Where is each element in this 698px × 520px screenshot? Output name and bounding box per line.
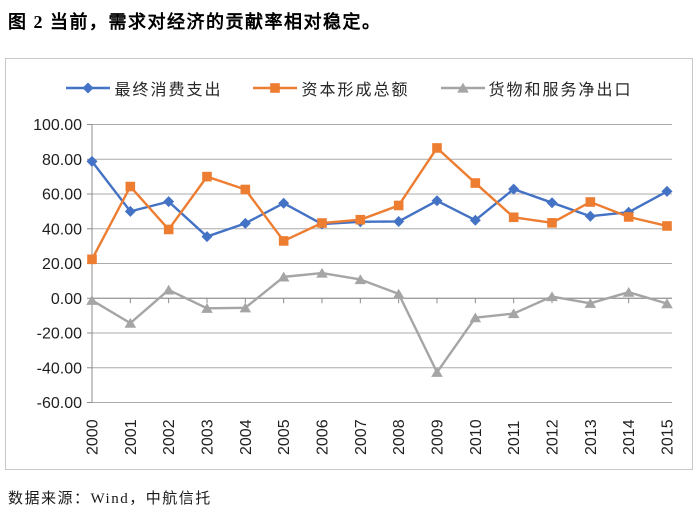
legend-marker [270, 83, 281, 93]
series-marker-0 [661, 185, 673, 197]
figure-title: 图 2 当前，需求对经济的贡献率相对稳定。 [8, 12, 382, 32]
series-marker-2 [124, 317, 137, 328]
series-marker-0 [469, 214, 481, 226]
series-marker-2 [507, 308, 520, 319]
series-marker-2 [277, 271, 290, 282]
y-axis-label: -60.00 [37, 395, 82, 412]
series-marker-1 [240, 184, 251, 195]
x-axis-label: 2005 [276, 419, 293, 455]
legend-marker [82, 82, 94, 94]
y-axis-label: 60.00 [42, 187, 82, 204]
series-marker-1 [393, 200, 404, 211]
series-marker-1 [432, 143, 442, 153]
y-axis-label: -20.00 [37, 326, 82, 343]
series-marker-2 [546, 291, 558, 302]
series-marker-2 [239, 302, 252, 313]
series-marker-0 [546, 197, 558, 209]
x-axis-label: 2004 [238, 419, 255, 455]
legend-label-net-exports: 货物和服务净出口 [488, 82, 633, 99]
legend-line-triangle-icon [440, 82, 485, 93]
chart-frame: 最终消费支出 资本形成总额 货物和服务净出口 100.00 80.00 60.00 4… [5, 58, 693, 470]
y-axis-label: -40.00 [37, 360, 82, 377]
series-marker-1 [163, 224, 174, 235]
series-marker-0 [584, 210, 596, 222]
series-marker-2 [469, 312, 482, 323]
series-marker-0 [163, 196, 175, 208]
series-marker-0 [239, 217, 251, 229]
legend-item-capital-formation: 资本形成总额 [252, 76, 409, 100]
series-marker-0 [124, 205, 136, 217]
series-marker-1 [547, 218, 557, 228]
series-line-1 [90, 146, 668, 260]
y-axis-label: 40.00 [42, 221, 82, 238]
series-marker-0 [431, 195, 443, 207]
y-axis-label: 100.00 [33, 117, 82, 134]
x-axis-label: 2011 [506, 420, 523, 455]
series-marker-2 [316, 267, 328, 278]
y-axis-label: 0.00 [51, 291, 82, 308]
series-marker-1 [355, 214, 366, 225]
chart-legend: 最终消费支出 资本形成总额 货物和服务净出口 [6, 76, 692, 100]
series-marker-2 [201, 303, 213, 313]
series-marker-1 [278, 236, 289, 246]
series-marker-1 [317, 218, 327, 228]
x-axis-label: 2009 [430, 419, 447, 455]
legend-item-net-exports: 货物和服务净出口 [440, 76, 633, 100]
series-marker-0 [86, 155, 98, 167]
series-marker-0 [508, 183, 520, 195]
x-axis-label: 2012 [545, 419, 562, 455]
x-axis-label: 2002 [161, 419, 178, 455]
series-marker-1 [202, 171, 212, 182]
series-marker-1 [585, 197, 596, 207]
series-marker-1 [662, 221, 672, 231]
x-axis-label: 2007 [353, 419, 370, 455]
x-axis-label: 2008 [391, 419, 408, 455]
legend-line-square-icon [253, 83, 298, 93]
series-marker-0 [393, 215, 405, 227]
x-axis-label: 2000 [85, 419, 102, 455]
data-source-note: 数据来源：Wind，中航信托 [8, 491, 212, 507]
series-marker-2 [86, 295, 98, 305]
x-axis-label: 2013 [583, 419, 600, 455]
x-axis-label: 2001 [123, 419, 140, 455]
x-axis-label: 2015 [660, 419, 677, 455]
series-marker-2 [392, 288, 405, 299]
line-chart-plot: 100.00 80.00 60.00 40.00 20.00 0.00 -20.00 -40.… [33, 117, 677, 455]
y-axis-label: 80.00 [42, 152, 82, 169]
x-axis-label: 2010 [468, 419, 485, 455]
series-marker-1 [623, 212, 634, 222]
legend-label-capital-formation: 资本形成总额 [301, 82, 410, 99]
series-marker-1 [125, 181, 136, 192]
x-axis-label: 2014 [621, 419, 638, 455]
series-marker-0 [201, 231, 213, 243]
series-marker-2 [431, 367, 443, 377]
series-marker-1 [508, 212, 519, 223]
series-marker-0 [278, 197, 290, 209]
legend-label-final-consumption: 最终消费支出 [114, 82, 223, 99]
series-marker-1 [470, 178, 481, 188]
y-axis-label: 20.00 [42, 256, 82, 273]
series-marker-2 [354, 274, 367, 285]
series-line-0 [91, 160, 668, 238]
series-marker-2 [584, 298, 597, 308]
series-marker-1 [87, 254, 97, 265]
series-marker-2 [661, 298, 673, 309]
legend-item-final-consumption: 最终消费支出 [65, 76, 222, 100]
series-marker-2 [162, 284, 175, 295]
series-marker-2 [622, 286, 635, 297]
series-line-2 [91, 271, 668, 374]
x-axis-label: 2003 [200, 419, 217, 455]
legend-line-diamond-icon [66, 82, 111, 94]
x-axis-label: 2006 [315, 419, 332, 455]
legend-marker [456, 82, 469, 93]
